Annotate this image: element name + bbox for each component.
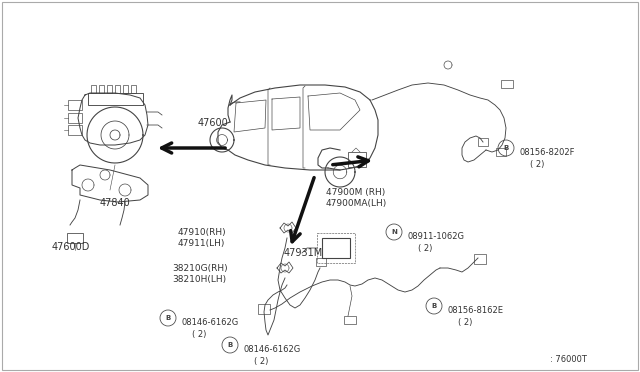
Text: ( 2): ( 2) <box>458 318 472 327</box>
Bar <box>344 316 356 324</box>
Text: 08156-8162E: 08156-8162E <box>448 306 504 315</box>
Bar <box>99 85 104 93</box>
Bar <box>131 85 136 93</box>
Text: 08146-6162G: 08146-6162G <box>244 345 301 354</box>
Bar <box>115 85 120 93</box>
Bar <box>478 138 488 146</box>
Text: 47840: 47840 <box>100 198 131 208</box>
Text: 47910(RH): 47910(RH) <box>178 228 227 237</box>
Bar <box>90 85 95 93</box>
Text: 47600: 47600 <box>198 118 228 128</box>
Text: 47931M: 47931M <box>284 248 323 258</box>
Bar <box>68 100 82 110</box>
Text: ( 2): ( 2) <box>418 244 433 253</box>
Text: B: B <box>431 303 436 309</box>
Text: 08156-8202F: 08156-8202F <box>520 148 575 157</box>
Text: B: B <box>504 145 509 151</box>
Bar <box>317 233 355 263</box>
Text: B: B <box>227 342 232 348</box>
Text: 47600D: 47600D <box>52 242 90 252</box>
Bar <box>68 125 82 135</box>
Text: 38210G(RH): 38210G(RH) <box>172 264 228 273</box>
Text: : 76000T: : 76000T <box>550 355 587 364</box>
Bar <box>68 113 82 123</box>
Bar <box>88 93 143 105</box>
Text: 47900MA(LH): 47900MA(LH) <box>326 199 387 208</box>
Bar <box>322 238 350 258</box>
Text: 47900M (RH): 47900M (RH) <box>326 188 385 197</box>
Bar <box>501 80 513 88</box>
Text: 47911(LH): 47911(LH) <box>178 239 225 248</box>
Bar <box>496 148 506 156</box>
Text: 38210H(LH): 38210H(LH) <box>172 275 226 284</box>
Bar <box>348 152 366 167</box>
Text: N: N <box>391 229 397 235</box>
Text: 08146-6162G: 08146-6162G <box>182 318 239 327</box>
Bar <box>316 258 326 266</box>
Text: ( 2): ( 2) <box>192 330 206 339</box>
Text: ( 2): ( 2) <box>530 160 545 169</box>
Text: 08911-1062G: 08911-1062G <box>408 232 465 241</box>
Bar <box>67 233 83 243</box>
Bar <box>122 85 127 93</box>
Bar <box>106 85 111 93</box>
Text: B: B <box>165 315 171 321</box>
Bar <box>474 254 486 264</box>
Bar <box>258 304 270 314</box>
Text: ( 2): ( 2) <box>254 357 268 366</box>
